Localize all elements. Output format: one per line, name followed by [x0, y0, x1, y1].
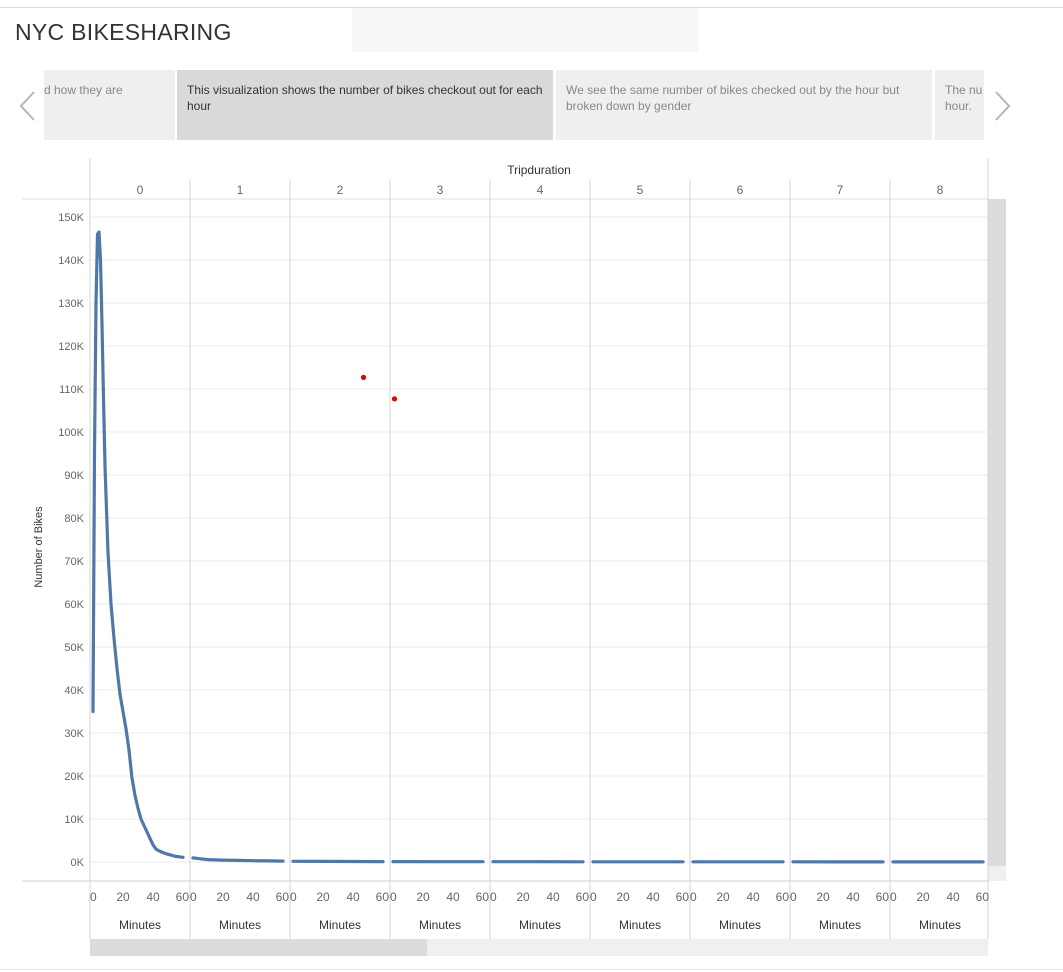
x-tick-label: 0: [890, 890, 897, 904]
top-border: [0, 7, 1063, 8]
y-tick-label: 10K: [64, 814, 84, 826]
vertical-scrollbar-thumb[interactable]: [988, 199, 1006, 866]
x-tick-label: 40: [246, 890, 260, 904]
y-axis-title: Number of Bikes: [33, 506, 45, 588]
x-tick-label: 0: [790, 890, 797, 904]
y-tick-label: 60K: [64, 599, 84, 611]
y-tick-label: 40K: [64, 685, 84, 697]
story-navigator: d how they are This visualization shows …: [44, 70, 984, 140]
panel-header-label: 6: [737, 183, 744, 197]
x-tick-label: 0: [90, 890, 97, 904]
x-tick-label: 0: [490, 890, 497, 904]
annotation-dot: [360, 374, 367, 380]
x-tick-label: 20: [316, 890, 330, 904]
x-tick-label: 60: [276, 890, 290, 904]
x-tick-label: 20: [216, 890, 230, 904]
x-tick-label: 0: [290, 890, 297, 904]
x-tick-label: 60: [776, 890, 790, 904]
panel-header-label: 5: [637, 183, 644, 197]
x-tick-label: 20: [516, 890, 530, 904]
y-tick-label: 120K: [58, 341, 84, 353]
x-tick-label: 60: [476, 890, 490, 904]
x-tick-label: 60: [976, 890, 990, 904]
x-tick-label: 20: [916, 890, 930, 904]
x-tick-label: 20: [616, 890, 630, 904]
story-point-caption: The nu hour.: [945, 83, 983, 113]
x-axis-title: Minutes: [719, 918, 761, 932]
x-tick-label: 60: [576, 890, 590, 904]
story-point-card[interactable]: The nu hour.: [935, 70, 984, 140]
story-point-caption: We see the same number of bikes checked …: [566, 83, 900, 113]
annotation-dot: [391, 396, 398, 402]
story-point-card-active[interactable]: This visualization shows the number of b…: [177, 70, 553, 140]
x-tick-label: 60: [676, 890, 690, 904]
x-tick-label: 20: [816, 890, 830, 904]
panel-header-label: 0: [137, 183, 144, 197]
panel-header-label: 8: [937, 183, 944, 197]
y-tick-label: 150K: [58, 212, 84, 224]
x-tick-label: 40: [746, 890, 760, 904]
chevron-left-icon: [19, 91, 35, 121]
x-axis-title: Minutes: [219, 918, 261, 932]
x-tick-label: 60: [876, 890, 890, 904]
x-axis-title: Minutes: [819, 918, 861, 932]
chevron-right-icon: [995, 91, 1011, 121]
panel-header-label: 4: [537, 183, 544, 197]
panel-header-label: 7: [837, 183, 844, 197]
x-tick-label: 40: [946, 890, 960, 904]
faded-header-box: [352, 8, 698, 52]
y-tick-label: 90K: [64, 470, 84, 482]
x-axis-title: Minutes: [419, 918, 461, 932]
x-axis-title: Minutes: [619, 918, 661, 932]
panel-header-label: 3: [437, 183, 444, 197]
x-tick-label: 40: [146, 890, 160, 904]
y-tick-label: 70K: [64, 556, 84, 568]
y-tick-label: 80K: [64, 513, 84, 525]
next-story-point-button[interactable]: [990, 88, 1014, 124]
x-axis-title: Minutes: [919, 918, 961, 932]
x-axis-title: Minutes: [519, 918, 561, 932]
y-tick-label: 100K: [58, 427, 84, 439]
x-tick-label: 20: [116, 890, 130, 904]
panel-header-label: 2: [337, 183, 344, 197]
y-tick-label: 140K: [58, 255, 84, 267]
x-axis-title: Minutes: [119, 918, 161, 932]
y-tick-label: 130K: [58, 298, 84, 310]
x-tick-label: 40: [346, 890, 360, 904]
x-tick-label: 40: [646, 890, 660, 904]
x-tick-label: 0: [590, 890, 597, 904]
x-tick-label: 20: [716, 890, 730, 904]
series-line-panel-1: [191, 856, 285, 863]
y-tick-label: 50K: [64, 642, 84, 654]
y-tick-label: 30K: [64, 728, 84, 740]
x-tick-label: 40: [446, 890, 460, 904]
column-header-title: Tripduration: [507, 163, 571, 177]
panel-header-label: 1: [237, 183, 244, 197]
x-tick-label: 20: [416, 890, 430, 904]
series-line-panel-0: [91, 230, 185, 859]
story-point-card[interactable]: d how they are: [44, 70, 175, 140]
story-point-caption: This visualization shows the number of b…: [187, 83, 543, 113]
x-tick-label: 60: [176, 890, 190, 904]
x-tick-label: 0: [690, 890, 697, 904]
y-tick-label: 0K: [71, 857, 85, 869]
x-tick-label: 40: [846, 890, 860, 904]
previous-story-point-button[interactable]: [16, 88, 40, 124]
y-tick-label: 110K: [59, 384, 85, 396]
story-point-card[interactable]: We see the same number of bikes checked …: [556, 70, 932, 140]
x-tick-label: 0: [190, 890, 197, 904]
x-tick-label: 40: [546, 890, 560, 904]
x-tick-label: 60: [376, 890, 390, 904]
story-point-caption: d how they are: [44, 83, 123, 97]
horizontal-scrollbar-thumb[interactable]: [90, 939, 427, 956]
x-tick-label: 0: [390, 890, 397, 904]
dashboard-title: NYC BIKESHARING: [15, 19, 232, 45]
y-tick-label: 20K: [64, 771, 84, 783]
x-axis-title: Minutes: [319, 918, 361, 932]
bottom-border: [0, 969, 1063, 970]
